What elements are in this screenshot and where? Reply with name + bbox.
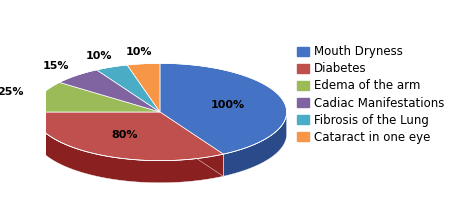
Polygon shape bbox=[223, 114, 287, 176]
Polygon shape bbox=[33, 82, 160, 112]
Polygon shape bbox=[33, 112, 223, 183]
Polygon shape bbox=[59, 70, 160, 112]
Legend: Mouth Dryness, Diabetes, Edema of the arm, Cadiac Manifestations, Fibrosis of th: Mouth Dryness, Diabetes, Edema of the ar… bbox=[292, 41, 449, 149]
Polygon shape bbox=[160, 63, 287, 154]
Text: 10%: 10% bbox=[126, 47, 153, 57]
Text: 15%: 15% bbox=[42, 61, 69, 71]
Polygon shape bbox=[33, 112, 160, 134]
Polygon shape bbox=[160, 112, 223, 176]
Polygon shape bbox=[33, 112, 160, 134]
Text: 25%: 25% bbox=[0, 87, 23, 97]
Polygon shape bbox=[127, 63, 160, 112]
Polygon shape bbox=[33, 112, 223, 161]
Polygon shape bbox=[160, 112, 223, 176]
Text: 10%: 10% bbox=[86, 51, 113, 61]
Polygon shape bbox=[97, 65, 160, 112]
Text: 80%: 80% bbox=[112, 130, 138, 140]
Text: 100%: 100% bbox=[210, 100, 244, 110]
